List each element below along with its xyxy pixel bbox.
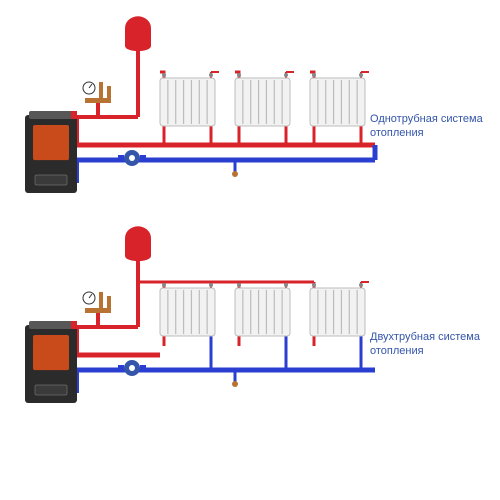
system-label-two-pipe: Двухтрубная системаотопления — [370, 330, 480, 359]
heating-diagram — [0, 0, 500, 500]
system-label-one-pipe: Однотрубная системаотопления — [370, 112, 483, 141]
